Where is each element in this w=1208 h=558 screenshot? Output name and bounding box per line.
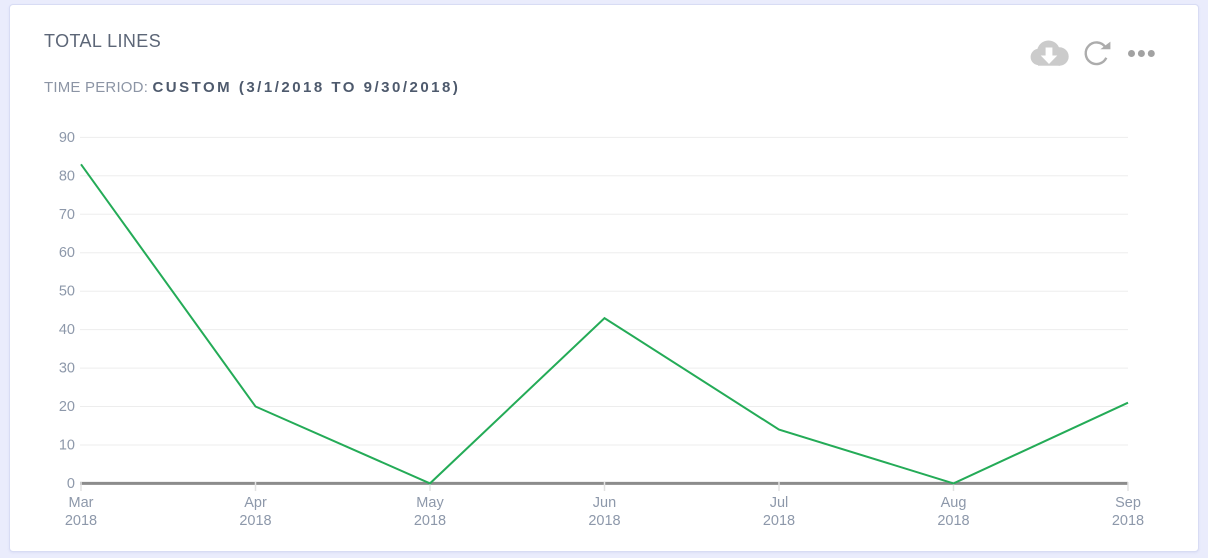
svg-text:2018: 2018 [1112, 513, 1144, 529]
svg-text:May: May [416, 495, 444, 511]
svg-text:2018: 2018 [65, 513, 97, 529]
svg-text:20: 20 [59, 399, 75, 415]
svg-text:Jun: Jun [593, 495, 616, 511]
svg-text:Sep: Sep [1115, 495, 1141, 511]
svg-text:0: 0 [67, 476, 75, 492]
svg-text:30: 30 [59, 361, 75, 377]
svg-text:10: 10 [59, 438, 75, 454]
svg-text:50: 50 [59, 284, 75, 300]
svg-text:2018: 2018 [937, 513, 969, 529]
svg-text:90: 90 [59, 130, 75, 146]
svg-text:2018: 2018 [414, 513, 446, 529]
svg-text:Mar: Mar [69, 495, 94, 511]
svg-text:70: 70 [59, 207, 75, 223]
svg-text:2018: 2018 [763, 513, 795, 529]
svg-text:Aug: Aug [941, 495, 967, 511]
svg-text:2018: 2018 [239, 513, 271, 529]
svg-text:40: 40 [59, 322, 75, 338]
svg-text:2018: 2018 [588, 513, 620, 529]
svg-text:80: 80 [59, 168, 75, 184]
svg-text:Apr: Apr [244, 495, 267, 511]
svg-text:Jul: Jul [770, 495, 789, 511]
svg-text:60: 60 [59, 245, 75, 261]
